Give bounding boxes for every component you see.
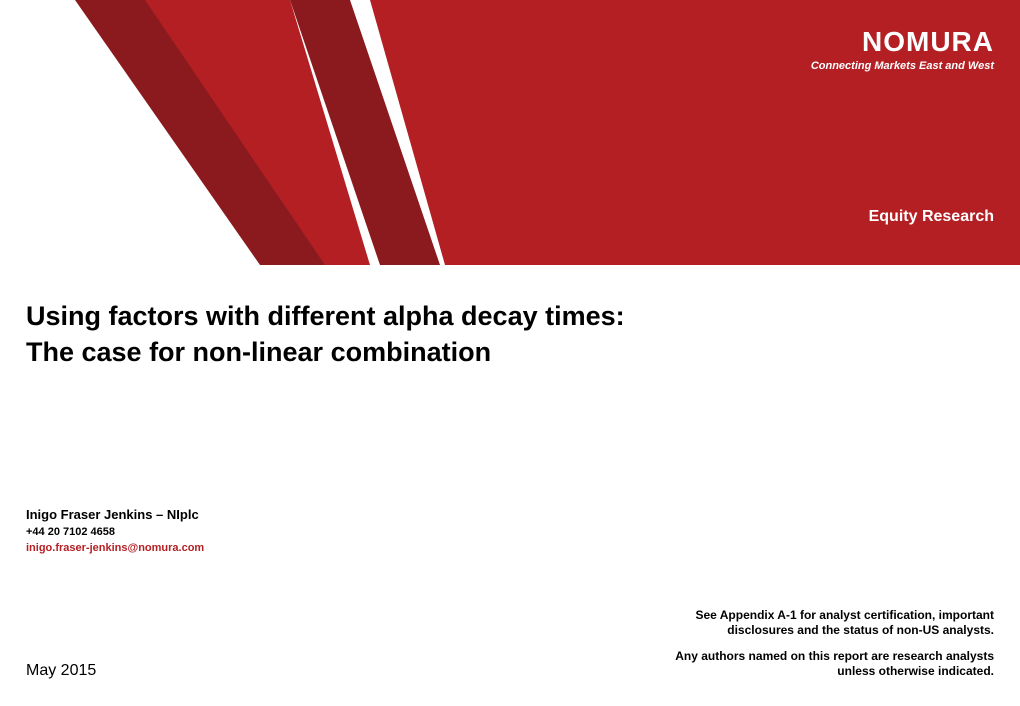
title-line-2: The case for non-linear combination [26, 334, 994, 370]
brand-logo: NOMURA [811, 26, 994, 58]
title-line-1: Using factors with different alpha decay… [26, 298, 994, 334]
author-block: Inigo Fraser Jenkins – NIplc +44 20 7102… [26, 507, 204, 554]
author-email: inigo.fraser-jenkins@nomura.com [26, 542, 204, 554]
brand-block: NOMURA Connecting Markets East and West [811, 26, 994, 72]
author-phone: +44 20 7102 4658 [26, 526, 204, 538]
header-banner: NOMURA Connecting Markets East and West … [0, 0, 1020, 265]
author-name: Inigo Fraser Jenkins – NIplc [26, 507, 204, 522]
brand-tagline: Connecting Markets East and West [811, 60, 994, 72]
report-date: May 2015 [26, 662, 96, 680]
department-label: Equity Research [869, 208, 994, 226]
title-block: Using factors with different alpha decay… [26, 298, 994, 371]
disclosure-line-1: See Appendix A-1 for analyst certificati… [634, 608, 994, 639]
disclosure-block: See Appendix A-1 for analyst certificati… [634, 598, 994, 680]
disclosure-line-2: Any authors named on this report are res… [634, 649, 994, 680]
